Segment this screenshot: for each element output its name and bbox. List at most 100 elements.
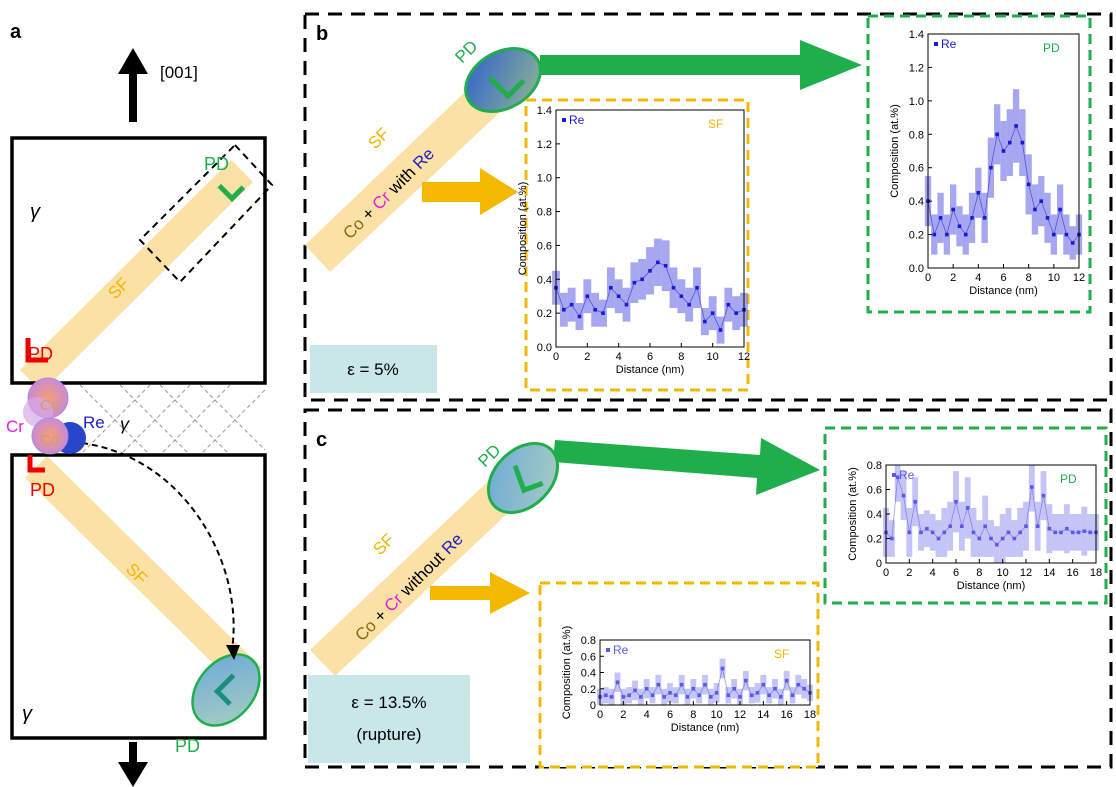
data-point <box>633 689 637 693</box>
x-axis-label: Distance (nm) <box>957 580 1025 592</box>
data-point <box>1071 531 1075 535</box>
data-point <box>610 695 614 699</box>
x-tick-label: 4 <box>644 709 650 721</box>
data-point <box>1042 494 1046 498</box>
data-point <box>601 311 605 315</box>
x-tick-label: 0 <box>553 351 559 363</box>
x-tick-label: 14 <box>1043 567 1055 579</box>
x-tick-label: 4 <box>975 272 981 284</box>
data-point <box>1033 208 1037 212</box>
data-point <box>1039 199 1043 203</box>
data-point <box>960 524 964 528</box>
y-tick-label: 1.4 <box>909 29 924 41</box>
arrow <box>430 572 530 614</box>
atom-label: Re <box>83 413 105 432</box>
panel-label: c <box>316 429 327 451</box>
data-point <box>686 695 690 699</box>
x-tick-label: 10 <box>1048 272 1060 284</box>
data-point <box>570 303 574 307</box>
atom-label: Co <box>40 432 59 449</box>
data-point <box>977 191 981 195</box>
x-tick-label: 10 <box>711 709 723 721</box>
y-tick-label: 0.6 <box>581 651 596 663</box>
y-tick-label: 0.6 <box>909 163 924 175</box>
data-point <box>1014 124 1018 128</box>
data-point <box>1021 141 1025 145</box>
data-point <box>640 277 644 281</box>
data-point <box>951 208 955 212</box>
data-point <box>695 286 699 290</box>
data-point <box>1018 531 1022 535</box>
data-point <box>627 693 631 697</box>
y-axis-label: Composition (at.%) <box>561 626 573 720</box>
data-point <box>767 693 771 697</box>
data-point <box>948 524 952 528</box>
data-point <box>902 494 906 498</box>
data-point <box>662 695 666 699</box>
data-point <box>687 303 691 307</box>
legend-label: Re <box>941 37 957 51</box>
x-tick-label: 2 <box>584 351 590 363</box>
x-tick-label: 6 <box>1000 272 1006 284</box>
y-tick-label: 0.4 <box>867 509 882 521</box>
x-axis-label: Distance (nm) <box>671 722 739 734</box>
x-tick-label: 4 <box>616 351 622 363</box>
data-point <box>937 537 941 541</box>
pd-label: PD <box>30 480 55 500</box>
data-point <box>1007 531 1011 535</box>
x-tick-label: 10 <box>997 567 1009 579</box>
data-point <box>617 294 621 298</box>
x-tick-label: 0 <box>597 709 603 721</box>
data-point <box>645 687 649 691</box>
data-point <box>692 687 696 691</box>
data-point <box>983 216 987 220</box>
data-point <box>931 531 935 535</box>
y-tick-label: 0 <box>876 558 882 570</box>
phase-label: γ <box>30 201 41 223</box>
data-point <box>664 264 668 268</box>
y-tick-label: 0.0 <box>909 263 924 275</box>
data-point <box>890 537 894 541</box>
y-tick-label: 0.8 <box>909 129 924 141</box>
legend-marker <box>892 473 896 477</box>
data-point <box>672 286 676 290</box>
data-point <box>1030 485 1034 489</box>
y-tick-label: 0.0 <box>537 342 552 354</box>
legend-label: Re <box>613 643 629 657</box>
data-point <box>651 693 655 697</box>
pd-label: PD <box>175 736 200 756</box>
legend-marker <box>606 648 610 652</box>
y-tick-label: 1.0 <box>537 173 552 185</box>
y-tick-label: 0.4 <box>537 274 552 286</box>
y-tick-label: 0.4 <box>909 196 924 208</box>
data-point <box>932 233 936 237</box>
x-tick-label: 8 <box>1026 272 1032 284</box>
y-tick-label: 1.2 <box>537 139 552 151</box>
data-point <box>744 679 748 683</box>
strain-note: (rupture) <box>356 725 421 744</box>
arrow <box>540 40 862 90</box>
x-tick-label: 16 <box>781 709 793 721</box>
data-point <box>674 693 678 697</box>
stacking-fault <box>20 160 253 392</box>
data-point <box>703 683 707 687</box>
data-point <box>919 531 923 535</box>
y-axis-label: Composition (at.%) <box>517 182 529 276</box>
data-point <box>622 695 626 699</box>
y-tick-label: 0.2 <box>867 534 882 546</box>
data-point <box>1058 208 1062 212</box>
y-tick-label: 0 <box>590 700 596 712</box>
dislocation-grid <box>80 385 265 455</box>
data-point <box>1048 527 1052 531</box>
data-point <box>680 294 684 298</box>
data-point <box>562 308 566 312</box>
x-tick-label: 6 <box>667 709 673 721</box>
atom-label: Co <box>40 397 59 414</box>
data-point <box>727 303 731 307</box>
x-tick-label: 0 <box>883 567 889 579</box>
pd-label: PD <box>204 154 229 174</box>
data-point <box>1077 531 1081 535</box>
x-tick-label: 6 <box>647 351 653 363</box>
data-point <box>995 543 999 547</box>
data-point <box>668 691 672 695</box>
